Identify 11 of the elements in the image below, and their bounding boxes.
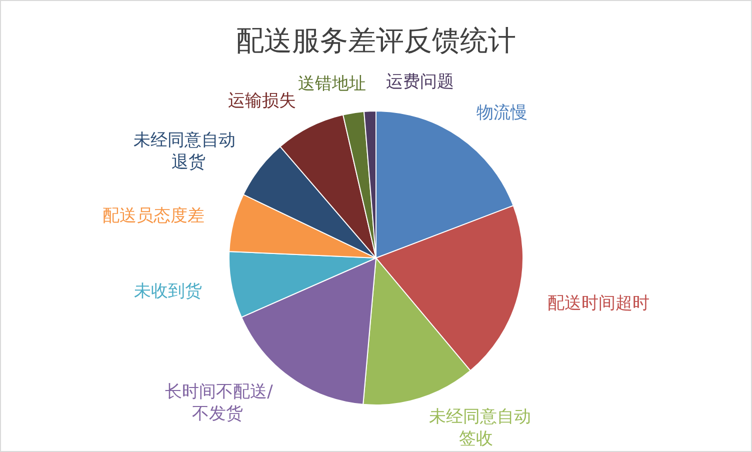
slice-label: 运输损失 [228,91,296,112]
slice-label: 未收到货 [134,282,202,302]
slice-label: 配送时间超时 [547,294,650,314]
slice-label: 未经同意自动退货 [133,130,236,172]
chart-title: 配送服务差评反馈统计 [236,24,516,57]
slice-label: 运费问题 [386,72,454,92]
slice-label: 未经同意自动签收 [429,406,532,449]
slice-label: 物流慢 [476,103,528,124]
slice-label: 长时间不配送/不发货 [165,382,274,424]
slice-label: 送错地址 [298,74,366,94]
slice-label: 配送员态度差 [102,206,204,226]
